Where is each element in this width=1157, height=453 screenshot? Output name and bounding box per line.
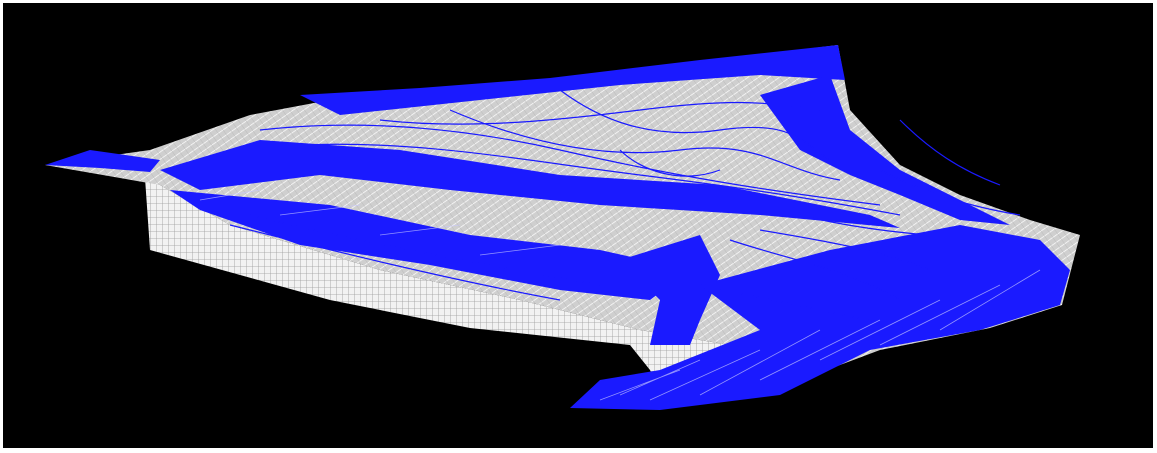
contour-lines [229,89,1021,331]
terrain-side-wall [145,178,760,395]
hatch-line [599,269,1041,401]
slope-band [300,45,845,115]
contour-line [759,229,931,271]
contour-line [249,214,601,286]
contour-line [449,109,841,181]
contour-line [899,119,1001,186]
slope-band [760,75,1010,225]
hatch-line [199,189,561,256]
slope-band [160,140,900,228]
slope-band [45,150,160,172]
contour-line [229,224,561,301]
contour-line [619,149,721,177]
contour-line [299,143,901,216]
contour-line [719,289,921,331]
slope-hatching [199,189,1041,401]
slope-band [570,225,1070,410]
contour-line [799,214,991,241]
slope-band [620,235,720,345]
contour-line [379,101,821,125]
slope-bands [45,45,1070,410]
contour-line [259,124,881,206]
contour-line [559,89,831,161]
contour-line [879,169,1021,216]
contour-line [729,239,901,301]
slope-band [170,190,690,300]
